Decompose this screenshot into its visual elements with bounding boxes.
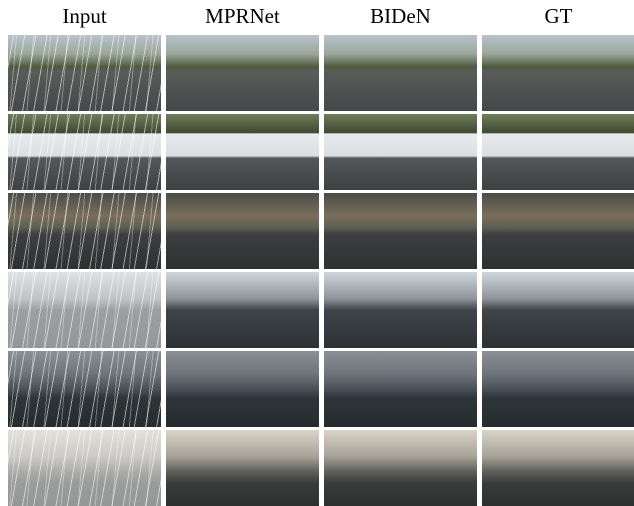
image-cell bbox=[166, 430, 319, 506]
rain-overlay bbox=[8, 35, 161, 111]
image-cell bbox=[166, 193, 319, 269]
figure: Input MPRNet BIDeN GT bbox=[0, 0, 634, 506]
rain-overlay bbox=[8, 193, 161, 269]
column-header: BIDeN bbox=[324, 4, 477, 29]
image-cell bbox=[8, 114, 161, 190]
image-cell bbox=[482, 430, 634, 506]
image-cell bbox=[482, 351, 634, 427]
image-cell bbox=[166, 351, 319, 427]
image-cell bbox=[166, 35, 319, 111]
image-cell bbox=[324, 351, 477, 427]
image-cell bbox=[8, 430, 161, 506]
image-cell bbox=[8, 351, 161, 427]
rain-overlay bbox=[8, 272, 161, 348]
rain-overlay bbox=[8, 114, 161, 190]
image-cell bbox=[324, 193, 477, 269]
image-cell bbox=[482, 272, 634, 348]
image-cell bbox=[482, 193, 634, 269]
rain-overlay bbox=[8, 351, 161, 427]
image-cell bbox=[482, 35, 634, 111]
column-header: Input bbox=[8, 4, 161, 29]
image-cell bbox=[482, 114, 634, 190]
image-cell bbox=[166, 272, 319, 348]
rain-overlay bbox=[8, 430, 161, 506]
image-cell bbox=[324, 272, 477, 348]
image-cell bbox=[166, 114, 319, 190]
image-cell bbox=[324, 35, 477, 111]
image-cell bbox=[324, 114, 477, 190]
image-cell bbox=[8, 272, 161, 348]
column-header: GT bbox=[482, 4, 634, 29]
image-cell bbox=[324, 430, 477, 506]
column-header: MPRNet bbox=[166, 4, 319, 29]
image-cell bbox=[8, 35, 161, 111]
image-cell bbox=[8, 193, 161, 269]
